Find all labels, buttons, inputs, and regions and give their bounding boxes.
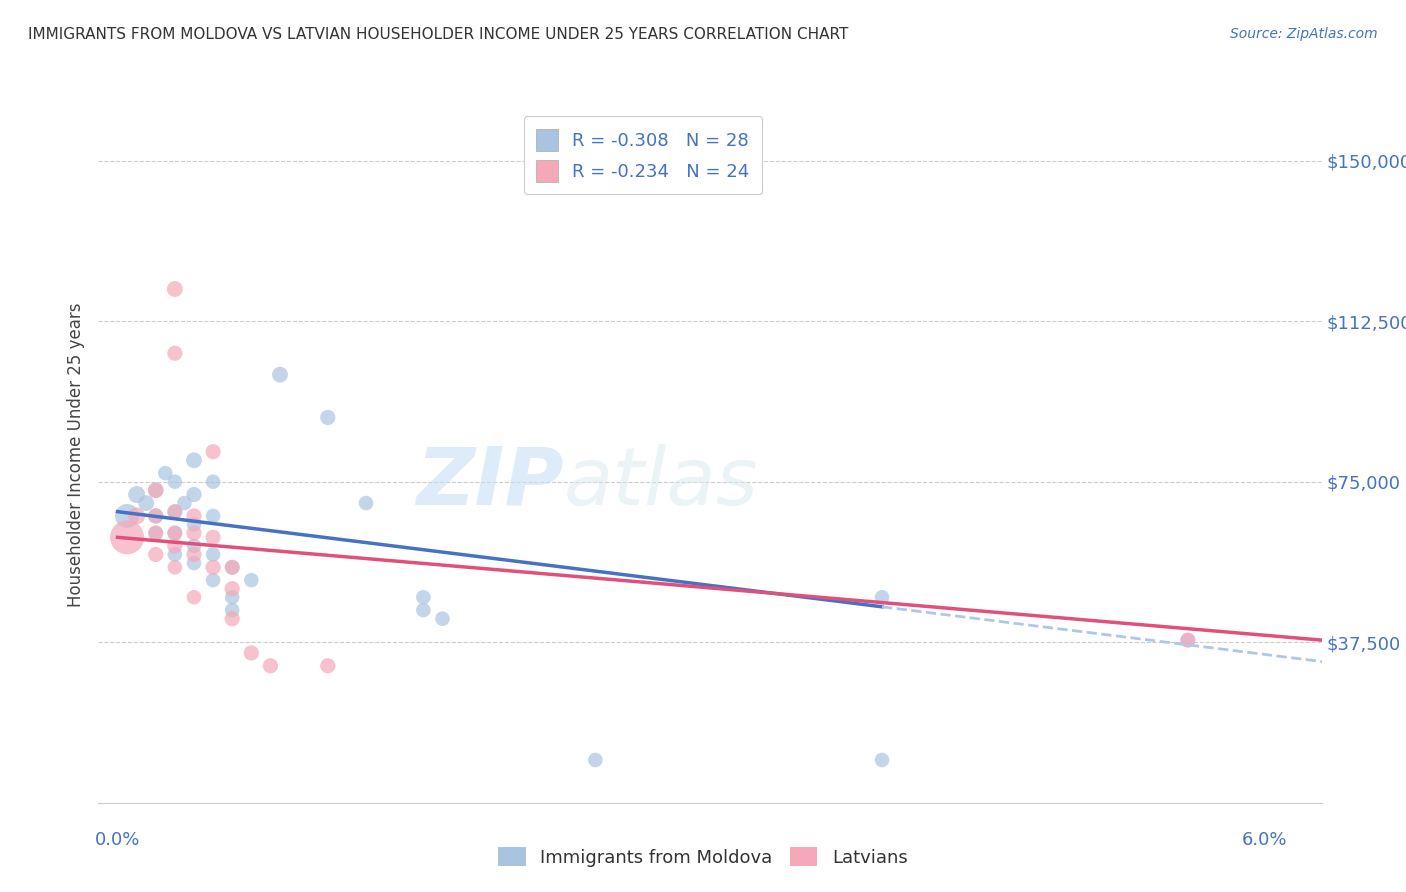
Point: [163, 548, 186, 562]
Point: [221, 560, 243, 574]
Point: [1177, 633, 1199, 648]
Point: [202, 560, 225, 574]
Point: [412, 591, 434, 605]
Point: [173, 496, 195, 510]
Point: [145, 548, 167, 562]
Point: [269, 368, 291, 382]
Point: [183, 591, 205, 605]
Text: 6.0%: 6.0%: [1241, 830, 1286, 848]
Point: [145, 526, 167, 541]
Point: [163, 505, 186, 519]
Point: [432, 612, 454, 626]
Point: [155, 466, 177, 480]
Point: [183, 539, 205, 553]
Y-axis label: Householder Income Under 25 years: Householder Income Under 25 years: [66, 302, 84, 607]
Point: [1177, 633, 1199, 648]
Point: [145, 483, 167, 498]
Point: [163, 346, 186, 360]
Point: [202, 475, 225, 489]
Point: [145, 483, 167, 498]
Text: atlas: atlas: [564, 443, 758, 522]
Point: [163, 505, 186, 519]
Text: ZIP: ZIP: [416, 443, 564, 522]
Point: [115, 508, 138, 523]
Point: [221, 612, 243, 626]
Point: [202, 548, 225, 562]
Point: [870, 753, 893, 767]
Point: [202, 444, 225, 458]
Point: [183, 526, 205, 541]
Point: [145, 508, 167, 523]
Point: [163, 560, 186, 574]
Point: [354, 496, 377, 510]
Point: [183, 508, 205, 523]
Point: [240, 646, 263, 660]
Point: [202, 508, 225, 523]
Point: [125, 508, 148, 523]
Point: [163, 282, 186, 296]
Point: [221, 560, 243, 574]
Point: [316, 658, 339, 673]
Point: [145, 508, 167, 523]
Point: [202, 530, 225, 544]
Point: [163, 475, 186, 489]
Text: Source: ZipAtlas.com: Source: ZipAtlas.com: [1230, 27, 1378, 41]
Point: [221, 591, 243, 605]
Point: [183, 548, 205, 562]
Point: [583, 753, 606, 767]
Text: 0.0%: 0.0%: [94, 830, 141, 848]
Point: [135, 496, 157, 510]
Point: [145, 526, 167, 541]
Point: [870, 591, 893, 605]
Point: [163, 539, 186, 553]
Point: [163, 526, 186, 541]
Point: [183, 517, 205, 532]
Point: [412, 603, 434, 617]
Point: [163, 526, 186, 541]
Point: [183, 453, 205, 467]
Point: [183, 556, 205, 570]
Point: [115, 530, 138, 544]
Legend: R = -0.308   N = 28, R = -0.234   N = 24: R = -0.308 N = 28, R = -0.234 N = 24: [523, 116, 762, 194]
Point: [202, 573, 225, 587]
Legend: Immigrants from Moldova, Latvians: Immigrants from Moldova, Latvians: [491, 840, 915, 874]
Point: [240, 573, 263, 587]
Point: [221, 603, 243, 617]
Text: IMMIGRANTS FROM MOLDOVA VS LATVIAN HOUSEHOLDER INCOME UNDER 25 YEARS CORRELATION: IMMIGRANTS FROM MOLDOVA VS LATVIAN HOUSE…: [28, 27, 848, 42]
Point: [316, 410, 339, 425]
Point: [125, 487, 148, 501]
Point: [259, 658, 281, 673]
Point: [221, 582, 243, 596]
Point: [183, 487, 205, 501]
